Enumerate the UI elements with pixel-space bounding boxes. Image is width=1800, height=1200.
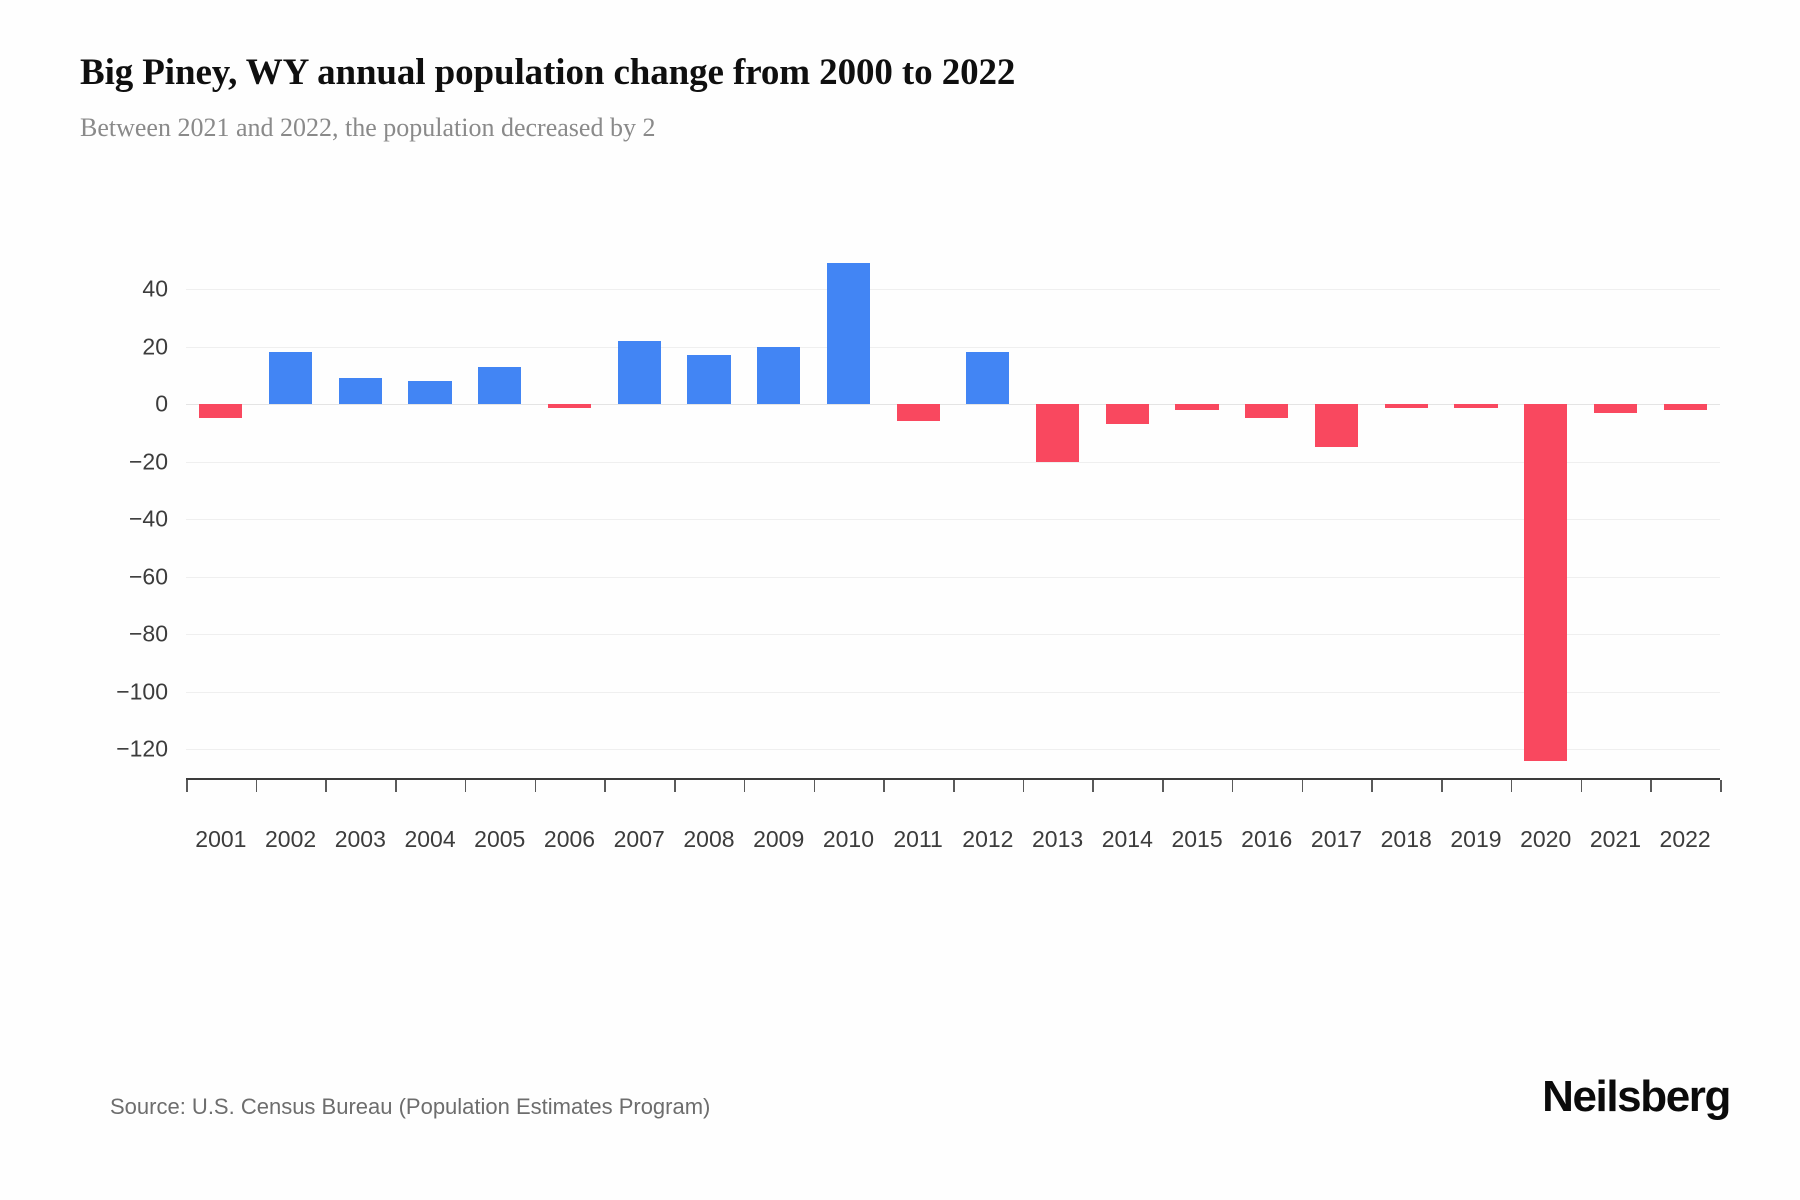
x-axis-tick	[255, 780, 258, 792]
gridline	[186, 289, 1720, 290]
x-axis-tick	[395, 780, 397, 792]
x-axis-tick	[953, 780, 955, 792]
bar-2005[interactable]	[478, 366, 522, 404]
x-axis-tick	[1231, 780, 1234, 792]
x-axis-tick-label-2022: 2022	[1659, 826, 1711, 852]
y-axis-tick-label: −120	[116, 735, 168, 762]
gridline	[186, 346, 1720, 348]
gridline	[186, 461, 1720, 463]
bar-2009[interactable]	[757, 346, 801, 404]
bar-2015[interactable]	[1175, 404, 1219, 410]
x-axis-tick-label-2005: 2005	[474, 826, 526, 852]
bar-2004[interactable]	[408, 381, 452, 404]
x-axis-line	[186, 778, 1720, 780]
y-axis-tick-label: 40	[142, 275, 168, 302]
bar-2021[interactable]	[1593, 404, 1637, 413]
y-axis-tick-label: −20	[128, 448, 168, 474]
bar-2003[interactable]	[338, 378, 382, 404]
y-axis-tick-label: −80	[128, 620, 168, 647]
x-axis-tick-label-2019: 2019	[1450, 826, 1502, 852]
x-axis-tick	[1301, 780, 1304, 792]
bar-2011[interactable]	[896, 404, 940, 422]
chart-header: Big Piney, WY annual population change f…	[80, 52, 1720, 143]
bar-2008[interactable]	[687, 355, 731, 404]
bar-2017[interactable]	[1314, 404, 1359, 448]
x-axis-tick	[186, 780, 188, 792]
bar-2016[interactable]	[1245, 404, 1289, 419]
x-axis-tick-label-2001: 2001	[195, 826, 247, 852]
bar-2002[interactable]	[268, 352, 313, 404]
x-axis-tick-label-2007: 2007	[613, 826, 665, 852]
x-axis-tick-label-2016: 2016	[1241, 826, 1293, 852]
y-axis-tick-label: −100	[116, 678, 168, 704]
x-axis-tick	[1092, 780, 1094, 792]
x-axis-tick-label-2014: 2014	[1101, 826, 1153, 852]
x-axis-tick-label-2013: 2013	[1031, 826, 1084, 852]
chart-plot-area: 40 20 0 −20 −40 −60 −80 −100 −120 2001 2002 2003 20…	[80, 250, 1722, 930]
x-axis-tick	[1720, 780, 1722, 792]
bar-2019[interactable]	[1454, 404, 1498, 408]
x-axis-tick-label-2012: 2012	[962, 826, 1014, 852]
x-axis-tick	[1022, 780, 1025, 792]
y-axis-tick-label: −60	[128, 563, 168, 589]
x-axis-tick	[674, 780, 676, 792]
x-axis-tick-label-2015: 2015	[1171, 826, 1223, 852]
y-axis-tick-label: −40	[128, 505, 168, 532]
x-axis-tick	[534, 780, 537, 792]
page-title: Big Piney, WY annual population change f…	[80, 52, 1016, 93]
x-axis-tick	[1371, 780, 1373, 792]
y-axis-tick-label: 0	[155, 390, 168, 417]
x-axis-tick	[743, 780, 746, 792]
bar-2001[interactable]	[199, 404, 243, 419]
x-axis-tick-label-2017: 2017	[1310, 826, 1363, 852]
gridlines-group: 40 20 0 −20 −40 −60 −80 −100 −120	[80, 250, 1720, 930]
source-note: Source: U.S. Census Bureau (Population E…	[110, 1094, 711, 1119]
brand-logo: Neilsberg	[1542, 1072, 1731, 1121]
x-axis-tick	[813, 780, 816, 792]
gridline	[186, 749, 1720, 750]
x-axis-tick-label-2003: 2003	[334, 826, 386, 852]
x-axis-tick	[1650, 780, 1652, 792]
bar-2022[interactable]	[1663, 404, 1707, 410]
x-axis-tick	[1162, 780, 1164, 792]
x-axis-tick	[883, 780, 885, 792]
x-axis-tick	[1510, 780, 1513, 792]
bar-2010[interactable]	[826, 263, 870, 404]
bar-2020[interactable]	[1524, 404, 1568, 761]
x-axis-tick-label-2008: 2008	[683, 826, 735, 852]
y-axis-tick-label: 20	[142, 333, 168, 359]
bars-group	[80, 250, 1720, 930]
bar-2014[interactable]	[1105, 404, 1149, 425]
x-axis-tick-label-2020: 2020	[1520, 826, 1572, 852]
bar-2007[interactable]	[617, 340, 661, 404]
gridline	[186, 691, 1720, 693]
bar-2018[interactable]	[1384, 404, 1428, 408]
gridline	[186, 519, 1720, 520]
x-axis-tick-label-2009: 2009	[753, 826, 805, 852]
zero-line	[186, 404, 1720, 405]
x-axis-tick-label-2018: 2018	[1380, 826, 1432, 852]
x-axis-tick	[604, 780, 606, 792]
x-axis-tick	[325, 780, 327, 792]
x-axis-tick-label-2010: 2010	[822, 826, 874, 852]
x-axis-tick-label-2006: 2006	[543, 826, 596, 852]
x-axis-tick-label-2011: 2011	[893, 826, 943, 852]
x-axis-tick-label-2004: 2004	[404, 826, 456, 852]
gridline	[186, 634, 1720, 635]
bar-2006[interactable]	[547, 404, 592, 408]
gridline	[186, 576, 1720, 578]
x-axis-tick-label-2021: 2021	[1589, 826, 1641, 852]
x-axis-tick	[464, 780, 467, 792]
x-axis-tick	[1441, 780, 1443, 792]
bar-2013[interactable]	[1035, 404, 1080, 462]
chart-subtitle: Between 2021 and 2022, the population de…	[80, 112, 656, 142]
x-axis-tick	[1580, 780, 1583, 792]
x-axis-group: 2001 2002 2003 2004 2005 2006 2007 2008 2009 2010…	[80, 250, 1722, 930]
bar-2012[interactable]	[966, 352, 1010, 404]
x-axis-tick-label-2002: 2002	[264, 826, 317, 852]
